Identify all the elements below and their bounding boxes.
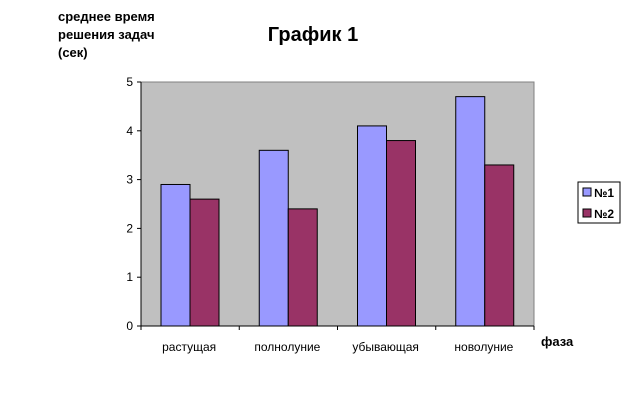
y-tick-label: 4 (126, 124, 133, 138)
legend-swatch-series-2 (582, 208, 592, 218)
bar-series-1-новолуние (455, 96, 486, 327)
y-axis-label-line-2: решения задач (58, 27, 155, 42)
bar-series-1-растущая (160, 183, 191, 327)
bar-series-1-полнолуние (258, 149, 289, 327)
y-axis-label-line-3: (сек) (58, 45, 88, 60)
chart-title: График 1 (268, 24, 358, 46)
y-tick-label: 1 (126, 270, 133, 284)
bar-series-2-полнолуние (287, 208, 318, 327)
bar-series-2-убывающая (386, 140, 416, 327)
x-category-label: убывающая (352, 340, 419, 354)
bar-series-2-новолуние (484, 164, 515, 327)
x-category-label: полнолуние (254, 340, 320, 354)
x-axis-label: фаза (541, 334, 574, 349)
x-category-label: растущая (162, 340, 216, 354)
y-axis-label-line-1: среднее время (58, 9, 155, 24)
y-tick-label: 0 (126, 319, 133, 333)
bar-series-2-растущая (189, 198, 220, 327)
legend: №1 №2 (577, 181, 621, 224)
bar-series-1-убывающая (357, 125, 387, 327)
y-tick-label: 2 (126, 221, 133, 235)
x-category-label: новолуние (454, 340, 513, 354)
legend-label-series-2: №2 (594, 207, 614, 221)
y-tick-label: 5 (126, 75, 133, 89)
legend-label-series-1: №1 (594, 186, 614, 200)
legend-swatch-series-1 (582, 187, 592, 197)
y-tick-label: 3 (126, 173, 133, 187)
